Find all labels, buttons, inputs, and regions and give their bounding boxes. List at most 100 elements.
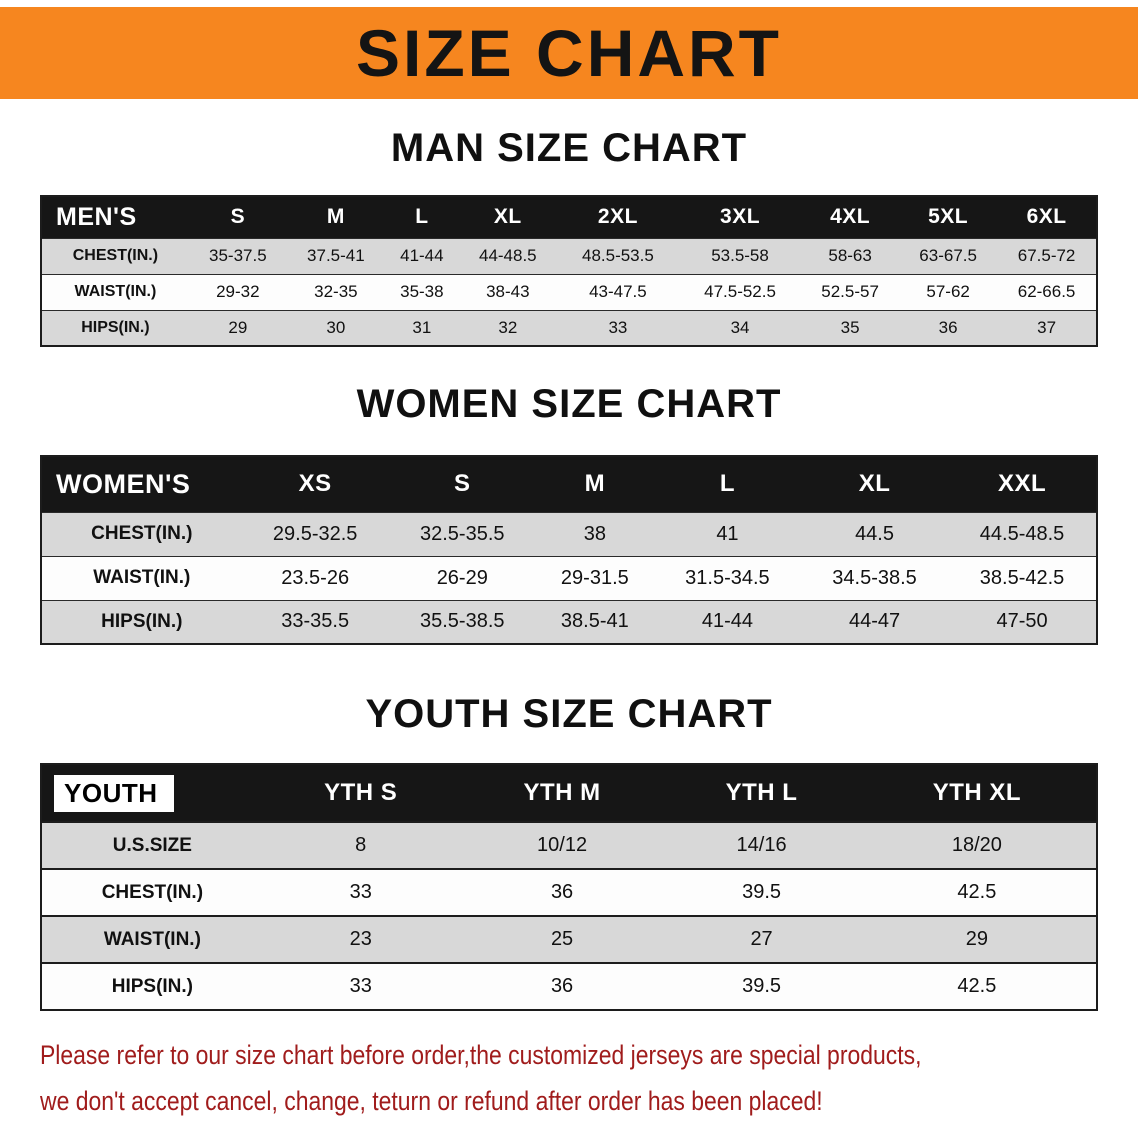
size-value: 62-66.5 <box>997 273 1097 310</box>
row-label: U.S.SIZE <box>41 821 263 869</box>
size-value: 44-48.5 <box>458 237 557 274</box>
size-value: 35 <box>801 309 900 346</box>
section-heading-youth: YOUTH SIZE CHART <box>365 692 773 736</box>
men-size-column-header: XL <box>458 196 557 238</box>
men-size-column-header: L <box>384 196 459 238</box>
size-value: 14/16 <box>665 821 858 869</box>
women-table-row: CHEST(IN.) 29.5-32.5 32.5-35.5 38 41 44.5 44.5… <box>41 511 1097 556</box>
header-label-text: WOMEN'S <box>56 468 191 499</box>
size-value: 58-63 <box>801 237 900 274</box>
header-label-text: 4XL <box>830 205 871 229</box>
youth-size-column-header: YTH M <box>458 764 666 822</box>
header-label-text: XL <box>493 205 522 229</box>
women-size-column-header: XXL <box>948 456 1097 512</box>
size-value: 42.5 <box>857 868 1097 916</box>
women-table-row: HIPS(IN.) 33-35.5 35.5-38.5 38.5-41 41-44 44-… <box>41 599 1097 644</box>
size-value: 41-44 <box>653 599 801 644</box>
size-value: 18/20 <box>857 821 1097 869</box>
size-value: 34 <box>678 309 802 346</box>
youth-size-table: YOUTH YTH S YTH M YTH L YTH XL U.S.SIZE 8 10/12… <box>40 763 1098 1011</box>
women-size-column-header: XS <box>241 456 389 512</box>
women-table-row: WAIST(IN.) 23.5-26 26-29 29-31.5 31.5-34.5 34… <box>41 555 1097 600</box>
men-size-table: MEN'S S M L XL 2XL 3XL 4XL 5XL 6XL CHEST(IN.) 35-37… <box>40 195 1098 347</box>
header-label-text: YTH M <box>523 779 601 806</box>
size-value: 32 <box>458 309 557 346</box>
row-label: HIPS(IN.) <box>41 309 189 346</box>
header-label-text: YTH S <box>324 779 398 806</box>
youth-header-row: YOUTH YTH S YTH M YTH L YTH XL <box>41 764 1097 822</box>
size-value: 27 <box>665 915 858 963</box>
size-value: 29 <box>188 309 287 346</box>
size-value: 23 <box>262 915 459 963</box>
youth-size-column-header: YTH XL <box>857 764 1097 822</box>
size-value: 38 <box>535 511 654 556</box>
size-value: 31.5-34.5 <box>653 555 801 600</box>
men-size-column-header: 4XL <box>801 196 900 238</box>
youth-table-row: CHEST(IN.) 33 36 39.5 42.5 <box>41 868 1097 916</box>
disclaimer: Please refer to our size chart before or… <box>40 1033 1138 1125</box>
size-value: 34.5-38.5 <box>800 555 949 600</box>
size-value: 41-44 <box>384 237 459 274</box>
men-size-column-header: S <box>188 196 287 238</box>
size-value: 32-35 <box>286 273 385 310</box>
men-table-row: CHEST(IN.) 35-37.5 37.5-41 41-44 44-48.5 48.5… <box>41 237 1097 274</box>
row-label: CHEST(IN.) <box>41 511 242 556</box>
size-value: 29.5-32.5 <box>241 511 389 556</box>
size-value: 35-38 <box>384 273 459 310</box>
men-table-corner-label: MEN'S <box>41 196 189 238</box>
header-label-text: 6XL <box>1026 205 1067 229</box>
row-label: WAIST(IN.) <box>41 915 263 963</box>
size-value: 29 <box>857 915 1097 963</box>
size-value: 43-47.5 <box>556 273 679 310</box>
header-label-text: M <box>326 205 345 229</box>
men-size-column-header: 6XL <box>997 196 1097 238</box>
disclaimer-line: we don't accept cancel, change, teturn o… <box>40 1085 823 1116</box>
youth-table-row: HIPS(IN.) 33 36 39.5 42.5 <box>41 962 1097 1010</box>
size-chart-page: SIZE CHART MAN SIZE CHART MEN'S S M L XL 2XL 3X… <box>0 7 1138 1125</box>
men-table-row: HIPS(IN.) 29 30 31 32 33 34 35 36 37 <box>41 309 1097 346</box>
size-value: 52.5-57 <box>801 273 900 310</box>
size-value: 38-43 <box>458 273 557 310</box>
row-label: HIPS(IN.) <box>41 599 242 644</box>
header-label-text: 5XL <box>928 205 969 229</box>
size-value: 25 <box>458 915 666 963</box>
men-size-column-header: 3XL <box>678 196 802 238</box>
size-value: 33-35.5 <box>241 599 389 644</box>
header-label-text: L <box>415 205 429 229</box>
size-value: 53.5-58 <box>678 237 802 274</box>
size-value: 39.5 <box>665 868 858 916</box>
header-label-text: XXL <box>997 470 1047 498</box>
size-value: 10/12 <box>458 821 666 869</box>
header-label-text: S <box>230 205 246 229</box>
women-size-column-header: S <box>388 456 536 512</box>
size-value: 41 <box>653 511 801 556</box>
row-label: WAIST(IN.) <box>41 273 189 310</box>
size-value: 30 <box>286 309 385 346</box>
size-value: 42.5 <box>857 962 1097 1010</box>
header-label-text: 2XL <box>597 205 638 229</box>
youth-table-corner-label: YOUTH <box>41 764 263 822</box>
size-value: 44.5-48.5 <box>948 511 1097 556</box>
header-label-text: YTH XL <box>932 779 1022 806</box>
size-value: 63-67.5 <box>899 237 998 274</box>
size-value: 33 <box>556 309 679 346</box>
women-size-column-header: XL <box>800 456 949 512</box>
size-value: 23.5-26 <box>241 555 389 600</box>
row-label: CHEST(IN.) <box>41 868 263 916</box>
size-value: 36 <box>458 962 666 1010</box>
header-label-text: YOUTH <box>54 774 174 812</box>
women-header-row: WOMEN'S XS S M L XL XXL <box>41 456 1097 512</box>
size-value: 38.5-41 <box>535 599 654 644</box>
women-size-column-header: L <box>653 456 801 512</box>
row-label: WAIST(IN.) <box>41 555 242 600</box>
header-label-text: S <box>454 470 471 498</box>
men-size-column-header: M <box>286 196 385 238</box>
youth-size-column-header: YTH L <box>665 764 858 822</box>
size-value: 36 <box>899 309 998 346</box>
size-value: 44.5 <box>800 511 949 556</box>
size-value: 35-37.5 <box>188 237 287 274</box>
row-label: HIPS(IN.) <box>41 962 263 1010</box>
size-value: 47.5-52.5 <box>678 273 802 310</box>
youth-table-row: U.S.SIZE 8 10/12 14/16 18/20 <box>41 821 1097 869</box>
charts-container: MAN SIZE CHART MEN'S S M L XL 2XL 3XL 4XL 5XL 6XL C… <box>0 125 1138 1011</box>
